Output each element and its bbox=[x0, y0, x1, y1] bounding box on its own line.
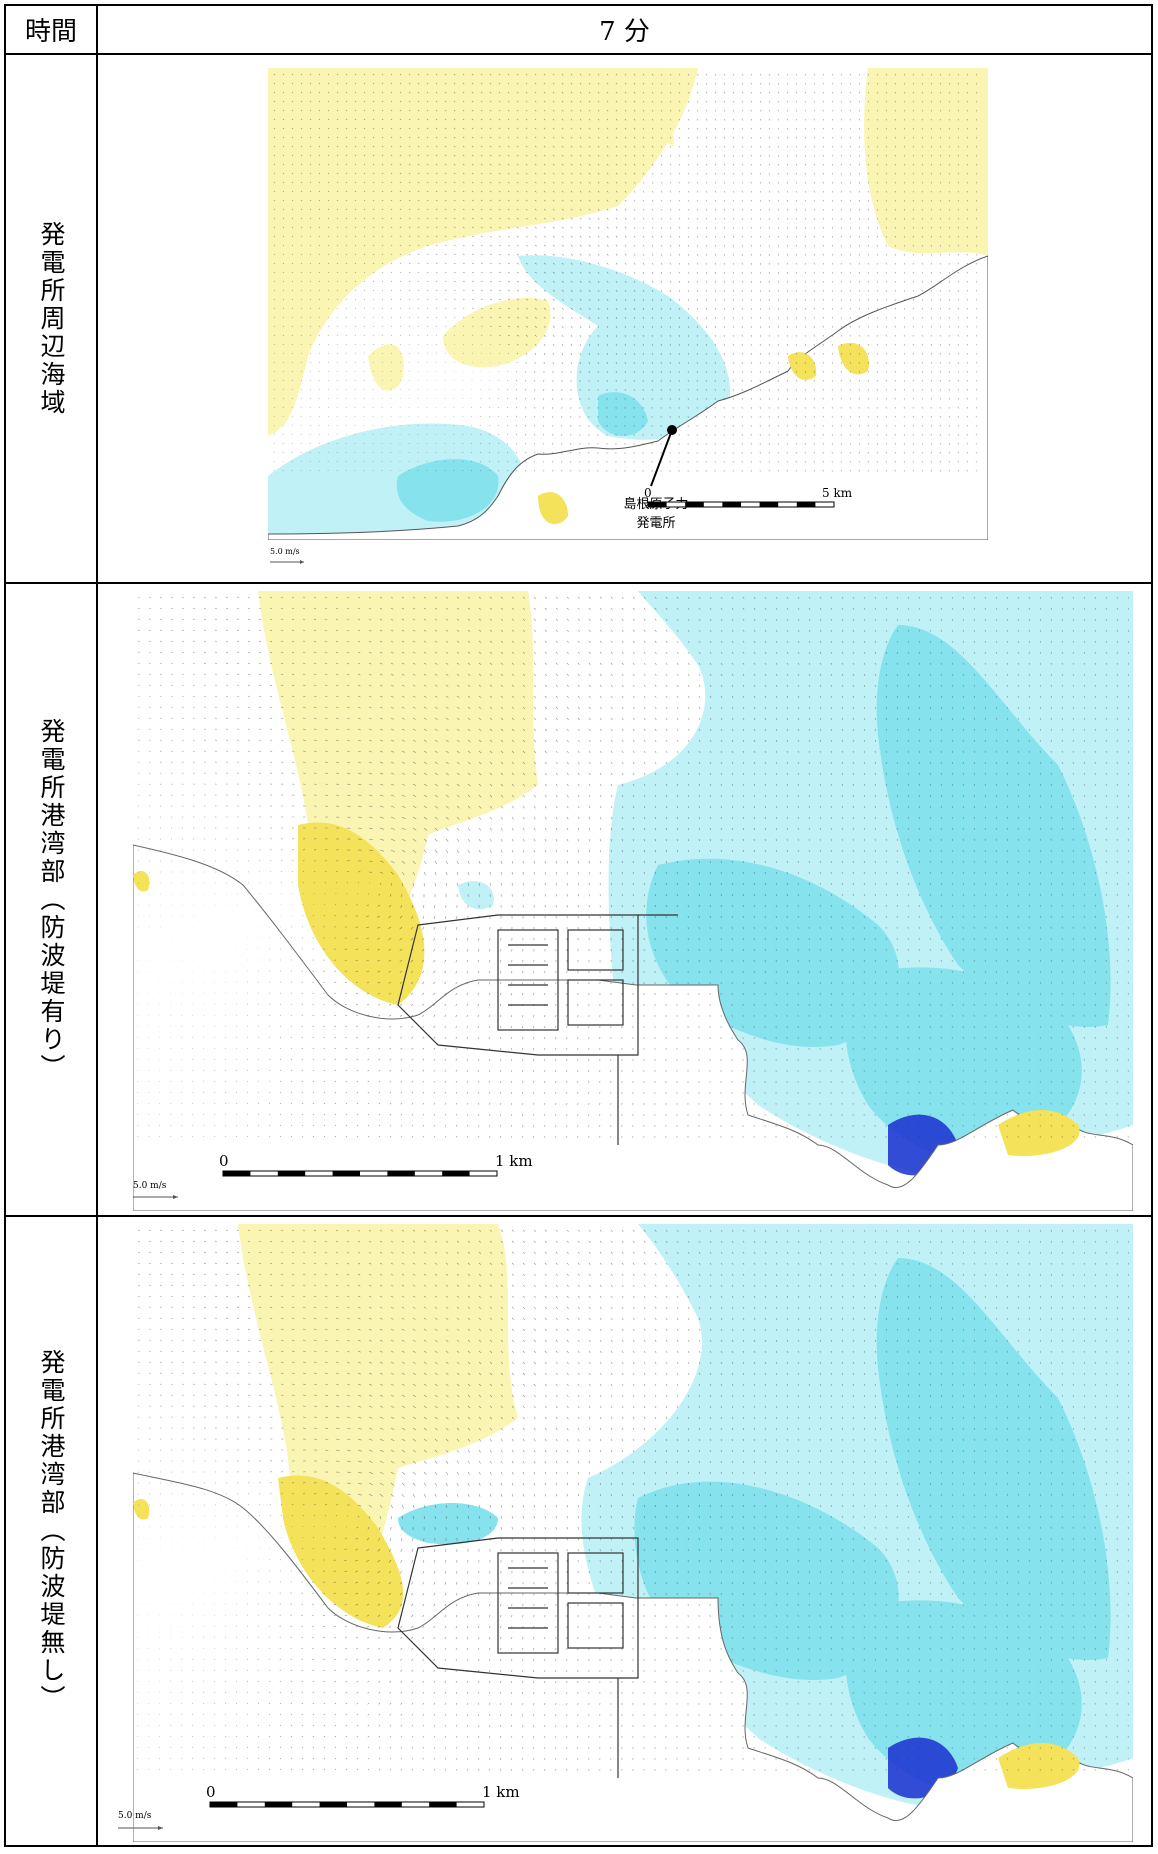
time-value: 7 分 bbox=[599, 17, 650, 47]
wide-area-map: 島根原子力 発電所 0 5 km 5.0 m/s bbox=[268, 68, 988, 564]
row-label-cell: 発電所周辺海域 bbox=[4, 53, 98, 584]
velocity-ref-arrowhead bbox=[300, 560, 304, 564]
time-value-cell: 7 分 bbox=[96, 4, 1153, 55]
row-label-cell: 発電所港湾部（防波堤無し） bbox=[4, 1215, 98, 1847]
row-harbor-without-breakwater: 発電所港湾部（防波堤無し） bbox=[4, 1215, 1153, 1847]
velocity-ref-label: 5.0 m/s bbox=[133, 1181, 167, 1191]
flow-vectors bbox=[137, 1229, 1130, 1771]
map-cell: 0 1 km 5.0 m/s bbox=[96, 582, 1153, 1217]
plant-label-line2: 発電所 bbox=[636, 516, 675, 531]
plant-leader-line bbox=[650, 429, 673, 487]
velocity-ref-arrowhead bbox=[158, 1826, 163, 1830]
scale-bar bbox=[647, 501, 835, 508]
harbor-map-without-breakwater: 0 1 km 5.0 m/s bbox=[118, 1224, 1133, 1842]
power-plant-facility bbox=[397, 914, 678, 1145]
row-surrounding-sea: 発電所周辺海域 bbox=[4, 53, 1153, 584]
map-cell: 島根原子力 発電所 0 5 km 5.0 m/s bbox=[96, 53, 1153, 584]
flow-vector-field bbox=[137, 1229, 1130, 1771]
row-label: 発電所港湾部（防波堤有り） bbox=[37, 717, 66, 1082]
land-area bbox=[268, 255, 988, 540]
scale-bar bbox=[209, 1801, 485, 1808]
scale-start-label: 0 bbox=[219, 1152, 229, 1170]
scale-start-label: 0 bbox=[206, 1783, 216, 1801]
row-label: 発電所港湾部（防波堤無し） bbox=[37, 1349, 66, 1713]
rise-region bbox=[368, 344, 404, 391]
rise-region bbox=[864, 68, 988, 256]
fall-region bbox=[396, 459, 499, 522]
row-harbor-with-breakwater: 発電所港湾部（防波堤有り） bbox=[4, 582, 1153, 1217]
coast-highlight bbox=[998, 1110, 1080, 1156]
coast-highlight bbox=[133, 870, 150, 892]
scale-end-label: 5 km bbox=[822, 486, 853, 500]
fall-region bbox=[398, 1503, 498, 1545]
coast-highlight bbox=[998, 1743, 1080, 1789]
scale-start-label: 0 bbox=[644, 486, 652, 500]
header-row: 時間 7 分 bbox=[4, 4, 1153, 55]
fall-region bbox=[845, 967, 1082, 1162]
flow-vectors bbox=[273, 73, 978, 472]
flow-vector-field bbox=[137, 596, 1130, 1138]
rise-region bbox=[298, 822, 425, 1005]
harbor-map-with-breakwater: 0 1 km 5.0 m/s bbox=[133, 591, 1133, 1211]
velocity-ref-label: 5.0 m/s bbox=[270, 547, 300, 556]
rise-region bbox=[443, 297, 551, 368]
result-table: 時間 7 分 発電所周辺海域 bbox=[4, 4, 1153, 1847]
flow-vectors bbox=[137, 596, 1130, 1138]
time-header-cell: 時間 bbox=[4, 4, 98, 55]
rise-region bbox=[278, 1475, 404, 1628]
scale-end-label: 1 km bbox=[482, 1783, 520, 1801]
fall-region bbox=[458, 881, 494, 910]
power-plant-facility bbox=[397, 1537, 639, 1778]
rise-region bbox=[268, 68, 698, 436]
scale-bar bbox=[222, 1170, 498, 1177]
land-area bbox=[133, 1472, 1133, 1842]
map-cell: 0 1 km 5.0 m/s bbox=[96, 1215, 1153, 1847]
coast-highlight bbox=[133, 1498, 150, 1520]
row-label: 発電所周辺海域 bbox=[37, 220, 66, 417]
fall-region bbox=[518, 255, 730, 440]
time-label: 時間 bbox=[24, 17, 77, 47]
coast-highlight bbox=[538, 492, 568, 525]
fall-region bbox=[598, 392, 648, 436]
coast-highlight bbox=[838, 342, 869, 375]
fall-region bbox=[876, 1258, 1111, 1660]
rise-region bbox=[608, 68, 674, 146]
flow-vector-field bbox=[273, 73, 978, 472]
row-label-cell: 発電所港湾部（防波堤有り） bbox=[4, 582, 98, 1217]
velocity-ref-label: 5.0 m/s bbox=[118, 1811, 152, 1821]
scale-end-label: 1 km bbox=[495, 1152, 533, 1170]
velocity-ref-arrowhead bbox=[173, 1195, 178, 1199]
fall-region bbox=[876, 625, 1111, 1027]
coast-highlight bbox=[788, 352, 817, 380]
